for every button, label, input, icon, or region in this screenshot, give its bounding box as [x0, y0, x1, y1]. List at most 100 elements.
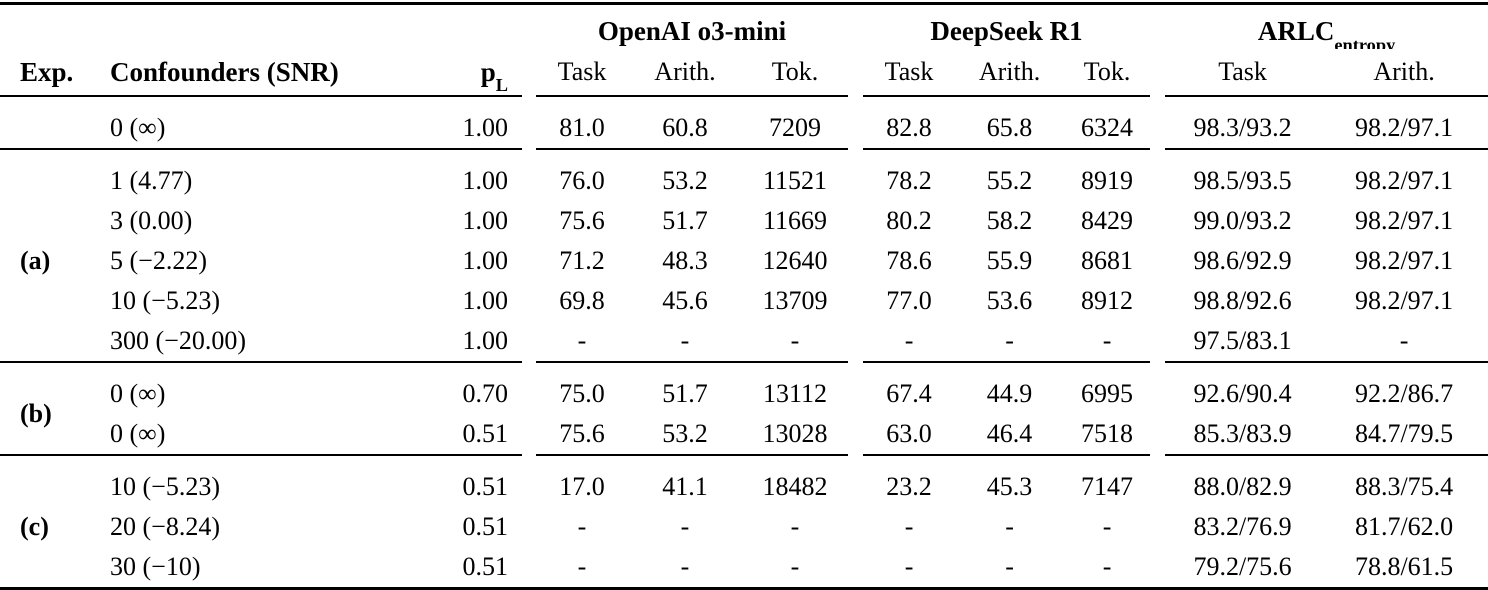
ds-task-cell: 78.2: [886, 166, 932, 195]
rule-gap: [848, 455, 863, 467]
rule-separator: [0, 454, 1488, 467]
ds-arith-cell: 55.2: [986, 166, 1033, 195]
column-gap: [522, 507, 536, 547]
arlc-arith-cell: 98.2/97.1: [1354, 166, 1454, 195]
column-gap: [1150, 241, 1165, 281]
confounders-cell: 0 (∞): [110, 419, 166, 448]
table-row: 10 (−5.23) 1.00 69.8 45.6 13709 77.0 53.…: [0, 281, 1488, 321]
pl-cell: 1.00: [462, 286, 509, 315]
column-gap: [1150, 414, 1165, 455]
column-gap: [1150, 507, 1165, 547]
ds-task-cell: 80.2: [886, 206, 932, 235]
rule-segment: [536, 454, 849, 467]
arlc-task-cell: 97.5/83.1: [1193, 326, 1292, 355]
ds-arith-cell: 46.4: [986, 419, 1033, 448]
arlc-task-cell: 99.0/93.2: [1193, 206, 1292, 235]
o3-arith-cell: -: [680, 552, 690, 581]
o3-task-cell: 81.0: [559, 113, 605, 142]
arlc-arith-cell: 98.2/97.1: [1354, 246, 1454, 275]
pl-subscript: L: [495, 75, 508, 96]
col-header-ds-tok: Tok.: [1083, 57, 1131, 86]
o3-arith-cell: 53.2: [662, 166, 708, 195]
o3-task-cell: 17.0: [559, 472, 605, 501]
ds-task-cell: 82.8: [886, 113, 932, 142]
o3-task-cell: 76.0: [559, 166, 605, 195]
rule-segment: [0, 454, 522, 467]
col-header-confounders: Confounders (SNR): [110, 56, 339, 87]
arlc-task-cell: 79.2/75.6: [1193, 552, 1292, 581]
pl-cell: 0.51: [462, 419, 509, 448]
column-gap: [1150, 4, 1165, 50]
o3-arith-cell: 48.3: [662, 246, 708, 275]
group-header-deepseek-r1: DeepSeek R1: [930, 16, 1083, 46]
column-gap: [1150, 161, 1165, 201]
o3-tok-cell: 13709: [762, 286, 828, 315]
column-gap: [848, 467, 863, 507]
arlc-arith-cell: 98.2/97.1: [1354, 206, 1454, 235]
rule-segment: [863, 95, 1151, 108]
ds-arith-cell: 65.8: [986, 113, 1033, 142]
arlc-arith-cell: -: [1399, 326, 1409, 355]
ds-arith-cell: -: [1005, 552, 1014, 581]
column-gap: [848, 281, 863, 321]
ds-task-cell: 63.0: [886, 419, 932, 448]
ds-task-cell: 67.4: [886, 379, 932, 408]
table-row: (b) 0 (∞) 0.70 75.0 51.7 13112 67.4 44.9…: [0, 374, 1488, 428]
arlc-subscript: entropy: [1334, 34, 1396, 49]
pl-cell: 0.51: [462, 472, 509, 501]
table-row: 3 (0.00) 1.00 75.6 51.7 11669 80.2 58.2 …: [0, 201, 1488, 241]
column-gap: [522, 4, 536, 50]
o3-arith-cell: -: [680, 326, 690, 355]
arlc-task-cell: 98.5/93.5: [1193, 166, 1292, 195]
pl-cell: 1.00: [462, 113, 509, 142]
o3-tok-cell: 11521: [762, 166, 828, 195]
column-gap: [522, 201, 536, 241]
confounders-cell: 300 (−20.00): [110, 326, 246, 355]
column-gap: [522, 321, 536, 362]
column-gap: [522, 467, 536, 507]
ds-tok-cell: 6324: [1081, 113, 1134, 142]
o3-task-cell: -: [577, 512, 587, 541]
column-gap: [848, 161, 863, 201]
rule-segment: [1165, 454, 1488, 467]
column-gap: [522, 281, 536, 321]
rule-segment: [863, 454, 1151, 467]
arlc-arith-cell: 92.2/86.7: [1354, 379, 1454, 408]
column-gap: [848, 374, 863, 414]
o3-tok-cell: 7209: [769, 113, 822, 142]
ds-arith-cell: -: [1005, 326, 1014, 355]
pl-cell: 1.00: [462, 326, 509, 355]
ds-arith-cell: 44.9: [986, 379, 1033, 408]
rule-segment: [863, 148, 1151, 161]
arlc-task-cell: 98.3/93.2: [1193, 113, 1292, 142]
pl-cell: 1.00: [462, 246, 509, 275]
o3-tok-cell: -: [790, 326, 800, 355]
rule-segment: [863, 361, 1151, 374]
rule-gap: [1150, 362, 1165, 374]
rule-gap: [522, 149, 536, 161]
column-gap: [1150, 374, 1165, 414]
o3-arith-cell: 51.7: [662, 206, 708, 235]
column-gap: [848, 414, 863, 455]
ds-tok-cell: 7518: [1081, 419, 1134, 448]
o3-task-cell: -: [577, 326, 587, 355]
arlc-task-cell: 98.8/92.6: [1193, 286, 1292, 315]
rule-separator: [0, 361, 1488, 374]
column-gap: [1150, 108, 1165, 149]
col-header-pl: pL: [422, 49, 522, 96]
col-header-arlc-arith: Arith.: [1373, 57, 1435, 86]
section-label-c: (c): [20, 512, 49, 541]
column-gap: [522, 374, 536, 414]
column-gap: [848, 108, 863, 149]
confounders-cell: 30 (−10): [110, 552, 201, 581]
col-header-o3-task: Task: [557, 57, 607, 86]
o3-tok-cell: 18482: [762, 472, 828, 501]
rule-gap: [522, 96, 536, 108]
rule-segment: [1165, 148, 1488, 161]
column-gap: [848, 321, 863, 362]
pl-cell: 1.00: [462, 166, 509, 195]
arlc-label: ARLC: [1257, 16, 1335, 46]
rule-segment: [1165, 361, 1488, 374]
ds-task-cell: -: [904, 326, 914, 355]
ds-tok-cell: 8919: [1081, 166, 1134, 195]
